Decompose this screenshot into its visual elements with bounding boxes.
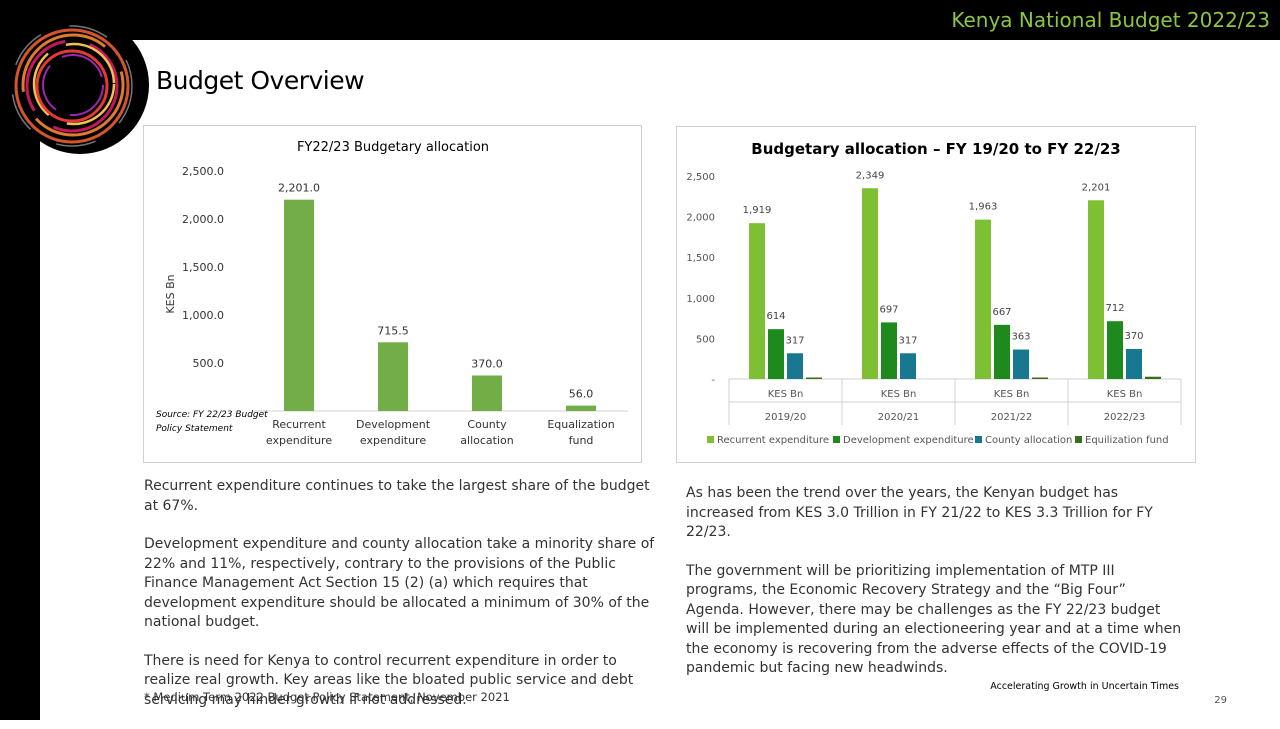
data-label: 370 xyxy=(1124,331,1143,342)
data-label: 2,349 xyxy=(856,170,885,181)
chart-title: FY22/23 Budgetary allocation xyxy=(297,140,489,155)
source-note: Source: FY 22/23 Budget Policy Statement xyxy=(156,410,271,434)
x-tick-label: County allocation xyxy=(460,418,513,447)
unit-label: KES Bn xyxy=(1107,389,1143,400)
y-axis-label: KES Bn xyxy=(164,274,177,313)
swirl-logo-icon xyxy=(11,16,149,154)
legend-swatch xyxy=(707,436,714,443)
y-tick-label: 1,000 xyxy=(686,294,715,305)
bar xyxy=(1088,200,1104,379)
data-label: 56.0 xyxy=(569,388,594,401)
fy22-allocation-chart: FY22/23 Budgetary allocation KES Bn 2,50… xyxy=(143,125,642,463)
commentary-paragraph: The government will be prioritizing impl… xyxy=(686,562,1182,677)
fy22-allocation-chart-svg: FY22/23 Budgetary allocation KES Bn 2,50… xyxy=(156,140,628,447)
bar xyxy=(472,375,502,411)
x-tick-label: 2022/23 xyxy=(1104,412,1146,423)
y-tick-label: - xyxy=(711,375,715,386)
bar xyxy=(787,353,803,379)
y-tick-label: 2,000 xyxy=(686,213,715,224)
x-tick-label: 2020/21 xyxy=(878,412,920,423)
legend-swatch xyxy=(1075,436,1082,443)
y-tick-label: 2,000.0 xyxy=(182,213,224,226)
legend-label: County allocation xyxy=(985,435,1072,446)
legend-label: Equilization fund xyxy=(1085,435,1169,446)
y-tick-label: 1,500.0 xyxy=(182,261,224,274)
y-tick-label: 1,000.0 xyxy=(182,309,224,322)
bar xyxy=(1032,377,1048,379)
data-label: 317 xyxy=(785,335,804,346)
legend-swatch xyxy=(975,436,982,443)
right-commentary: As has been the trend over the years, th… xyxy=(686,484,1186,698)
bar xyxy=(862,188,878,379)
bar xyxy=(881,322,897,379)
tagline: Accelerating Growth in Uncertain Times xyxy=(990,681,1179,692)
unit-label: KES Bn xyxy=(768,389,804,400)
bar xyxy=(284,199,314,411)
data-label: 697 xyxy=(879,304,898,315)
unit-label: KES Bn xyxy=(994,389,1030,400)
data-label: 614 xyxy=(766,311,785,322)
bar xyxy=(1107,321,1123,379)
bar xyxy=(1145,376,1161,379)
bar xyxy=(975,219,991,379)
data-label: 1,963 xyxy=(969,202,998,213)
x-tick-label: Development expenditure xyxy=(356,418,431,447)
x-tick-label: 2021/22 xyxy=(991,412,1033,423)
data-label: 1,919 xyxy=(743,205,772,216)
y-tick-label: 2,500.0 xyxy=(182,165,224,178)
bar xyxy=(378,342,408,411)
x-tick-label: Equalization fund xyxy=(547,418,614,447)
data-label: 2,201.0 xyxy=(278,182,320,195)
multi-year-allocation-chart-svg: Budgetary allocation – FY 19/20 to FY 22… xyxy=(686,140,1182,446)
bar xyxy=(566,405,596,411)
data-label: 667 xyxy=(992,307,1011,318)
commentary-paragraph: As has been the trend over the years, th… xyxy=(686,485,1153,540)
data-label: 2,201 xyxy=(1082,182,1111,193)
bar xyxy=(994,324,1010,379)
bar xyxy=(900,353,916,379)
page-title: Budget Overview xyxy=(156,66,365,95)
legend-swatch xyxy=(833,436,840,443)
legend-label: Recurrent expenditure xyxy=(717,435,829,446)
bar xyxy=(749,223,765,379)
x-tick-label: Recurrent expenditure xyxy=(266,418,332,447)
commentary-paragraph: There is need for Kenya to control recur… xyxy=(144,652,634,708)
data-label: 715.5 xyxy=(377,324,409,337)
data-label: 363 xyxy=(1011,332,1030,343)
unit-label: KES Bn xyxy=(881,389,917,400)
data-label: 712 xyxy=(1105,303,1124,314)
multi-year-allocation-chart: Budgetary allocation – FY 19/20 to FY 22… xyxy=(676,126,1196,463)
y-tick-label: 2,500 xyxy=(686,172,715,183)
x-tick-label: 2019/20 xyxy=(765,412,807,423)
commentary-paragraph: Development expenditure and county alloc… xyxy=(144,536,655,630)
bar xyxy=(768,329,784,379)
data-label: 317 xyxy=(898,335,917,346)
y-tick-label: 1,500 xyxy=(686,253,715,264)
legend-label: Development expenditure xyxy=(843,435,974,446)
bar xyxy=(806,377,822,379)
page-number: 29 xyxy=(1214,695,1227,706)
bar xyxy=(1126,348,1142,379)
left-commentary: Recurrent expenditure continues to take … xyxy=(144,477,664,729)
commentary-paragraph: Recurrent expenditure continues to take … xyxy=(144,478,650,514)
chart-title: Budgetary allocation – FY 19/20 to FY 22… xyxy=(751,140,1120,158)
header-title: Kenya National Budget 2022/23 xyxy=(951,8,1270,32)
y-tick-label: 500 xyxy=(696,334,715,345)
y-tick-label: 500.0 xyxy=(193,357,225,370)
bar xyxy=(1013,349,1029,379)
header-bar: Kenya National Budget 2022/23 xyxy=(0,0,1280,40)
data-label: 370.0 xyxy=(471,357,503,370)
footnote: * Medium Term 2022 Budget Policy Stateme… xyxy=(144,690,510,704)
